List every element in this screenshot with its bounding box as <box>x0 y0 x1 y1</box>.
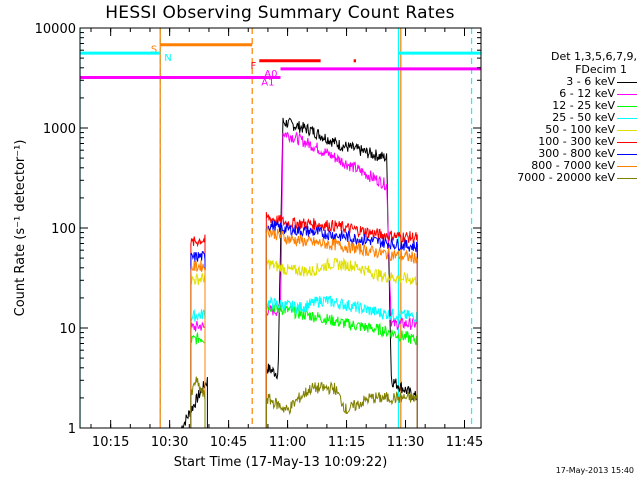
legend-header-line-1: Det 1,3,5,6,7,9, <box>550 50 637 63</box>
x-tick-label-1: 10:30 <box>151 435 188 450</box>
legend-item: 12 - 25 keV <box>485 100 637 112</box>
legend-item: 50 - 100 keV <box>485 124 637 136</box>
y-axis-label: Count Rate (s⁻¹ detector⁻¹) <box>13 140 28 317</box>
legend-item: 800 - 7000 keV <box>485 160 637 172</box>
series-line-0-seg-0 <box>180 376 208 428</box>
legend-swatch <box>617 82 637 83</box>
legend-item: 300 - 800 keV <box>485 148 637 160</box>
legend-label: 800 - 7000 keV <box>531 159 615 172</box>
x-axis-label: Start Time (17-May-13 10:09:22) <box>174 455 388 470</box>
series-line-0-seg-1 <box>265 117 418 428</box>
annotation-label-A1: A1 <box>261 77 274 88</box>
legend-item: 100 - 300 keV <box>485 136 637 148</box>
legend-swatch <box>617 166 637 167</box>
legend-item: 7000 - 20000 keV <box>485 172 637 184</box>
legend-label: 100 - 300 keV <box>538 135 615 148</box>
series-line-1-seg-0 <box>190 321 206 428</box>
series-line-6-seg-1 <box>265 220 418 428</box>
legend-label: 25 - 50 keV <box>552 111 615 124</box>
footer-timestamp: 17-May-2013 15:40 <box>555 466 634 475</box>
legend-header-line-2: FDecim 1 <box>575 63 627 76</box>
legend-swatch <box>617 178 637 179</box>
legend-item: 25 - 50 keV <box>485 112 637 124</box>
series-line-8-seg-0 <box>190 376 206 428</box>
legend-label: 7000 - 20000 keV <box>517 171 615 184</box>
legend-swatch <box>617 130 637 131</box>
y-tick-label-0: 1 <box>68 422 76 437</box>
legend-item: 6 - 12 keV <box>485 88 637 100</box>
series-line-3-seg-1 <box>265 295 418 428</box>
annotation-label-A0: A0 <box>264 69 277 80</box>
series-line-4-seg-0 <box>190 272 206 428</box>
x-tick-label-2: 10:45 <box>210 435 247 450</box>
legend-item: 3 - 6 keV <box>485 76 637 88</box>
series-line-6-seg-0 <box>190 251 206 428</box>
series-line-3-seg-0 <box>190 308 206 428</box>
series-line-5-seg-1 <box>265 212 418 428</box>
y-tick-label-2: 100 <box>51 222 76 237</box>
series-line-5-seg-0 <box>190 234 206 428</box>
legend-label: 50 - 100 keV <box>545 123 615 136</box>
x-tick-label-5: 11:30 <box>387 435 424 450</box>
series-line-7-seg-1 <box>265 224 418 428</box>
x-tick-label-0: 10:15 <box>92 435 129 450</box>
series-line-2-seg-0 <box>190 332 206 428</box>
legend-label: 12 - 25 keV <box>552 99 615 112</box>
series-line-4-seg-1 <box>265 257 418 428</box>
legend-label: 3 - 6 keV <box>566 75 615 88</box>
legend-swatch <box>617 154 637 155</box>
legend-label: 6 - 12 keV <box>559 87 615 100</box>
series-line-8-seg-1 <box>265 381 418 428</box>
y-tick-label-1: 10 <box>59 322 76 337</box>
legend-swatch <box>617 106 637 107</box>
legend-swatch <box>617 118 637 119</box>
annotation-label-S: S <box>151 45 157 56</box>
legend: Det 1,3,5,6,7,9, FDecim 1 3 - 6 keV 6 - 1… <box>485 50 637 184</box>
y-tick-label-4: 10000 <box>35 22 76 37</box>
series-line-7-seg-0 <box>190 259 206 428</box>
legend-label: 300 - 800 keV <box>538 147 615 160</box>
x-tick-label-3: 11:00 <box>269 435 306 450</box>
chart-title: HESSI Observing Summary Count Rates <box>105 3 455 23</box>
y-tick-label-3: 1000 <box>43 122 76 137</box>
legend-swatch <box>617 142 637 143</box>
annotation-label-F: F <box>251 61 257 72</box>
x-tick-label-6: 11:45 <box>446 435 483 450</box>
legend-swatch <box>617 94 637 95</box>
series-line-1-seg-1 <box>265 131 418 428</box>
annotation-label-N: N <box>164 53 171 64</box>
x-tick-label-4: 11:15 <box>328 435 365 450</box>
